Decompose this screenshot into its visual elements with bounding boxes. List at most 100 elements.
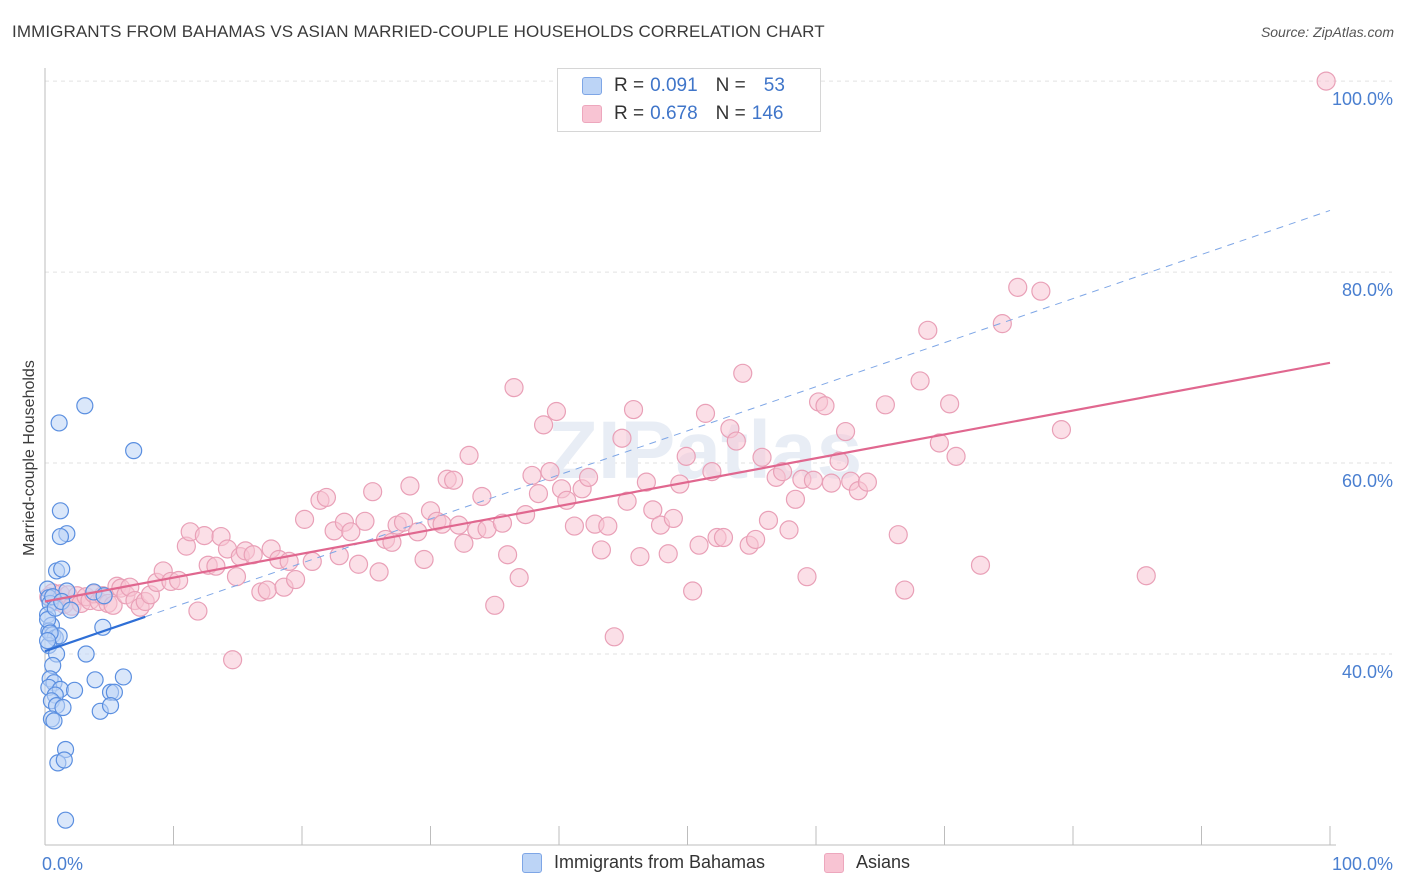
asians-point — [772, 462, 793, 482]
asians-point — [546, 401, 567, 422]
bahamas-point — [94, 618, 112, 636]
legend-n-value: 53 — [763, 75, 785, 96]
x-tick-label: 100.0% — [1332, 854, 1393, 874]
asians-points — [39, 71, 1336, 670]
series-swatch-blue — [522, 852, 542, 873]
asians-point — [294, 509, 315, 529]
bahamas-point — [77, 645, 95, 663]
bahamas-points — [38, 397, 143, 829]
asians-point — [910, 371, 930, 391]
asians-point — [746, 529, 766, 550]
legend-swatch-blue — [582, 77, 602, 95]
stats-legend: R = 0.091 N = 53 R = 0.678 N = 146 — [557, 68, 821, 132]
asians-point — [1316, 71, 1336, 91]
y-tick-label: 40.0% — [1342, 662, 1393, 682]
series-legend-asians[interactable]: Asians — [824, 852, 910, 873]
bahamas-point — [54, 698, 72, 717]
asians-point — [1136, 566, 1156, 586]
asians-point — [630, 547, 650, 567]
asians-point — [432, 514, 452, 534]
asians-point — [515, 505, 536, 525]
asians-point — [400, 476, 420, 496]
asians-point — [564, 516, 585, 536]
asians-point — [591, 540, 612, 560]
asians-point — [857, 472, 878, 492]
bahamas-trend-line — [44, 615, 146, 653]
axes — [44, 68, 1336, 846]
asians-point — [940, 394, 960, 414]
x-tick-label: 0.0% — [42, 854, 83, 874]
asians-point — [623, 399, 644, 420]
bahamas-point — [62, 601, 80, 619]
y-axis-label: Married-couple Households — [21, 360, 38, 556]
bahamas-trend-extension — [145, 209, 1331, 618]
asians-point — [414, 549, 434, 570]
legend-n-value: 146 — [751, 103, 784, 124]
bahamas-point — [65, 681, 84, 699]
y-tick-label: 60.0% — [1342, 471, 1393, 491]
chart-title: IMMIGRANTS FROM BAHAMAS VS ASIAN MARRIED… — [12, 22, 825, 41]
bahamas-point — [45, 712, 63, 730]
legend-r-label: R = — [614, 75, 645, 96]
asians-point — [676, 446, 696, 466]
bahamas-point — [56, 811, 75, 829]
asians-point — [257, 580, 277, 600]
asians-point — [363, 482, 383, 502]
legend-n-label: N = — [715, 75, 746, 96]
legend-row-asians: R = 0.678 N = 146 — [582, 101, 783, 127]
legend-row-bahamas: R = 0.091 N = 53 — [582, 73, 785, 99]
asians-point — [226, 567, 247, 587]
asians-point — [459, 445, 479, 466]
y-tick-label: 100.0% — [1332, 89, 1393, 109]
asians-point — [829, 451, 849, 471]
bahamas-point — [51, 527, 70, 546]
asians-point — [733, 363, 753, 383]
asians-point — [1008, 277, 1028, 297]
bahamas-point — [50, 414, 68, 432]
asians-point — [617, 491, 637, 511]
asians-point — [895, 580, 915, 600]
series-legend-label: Asians — [856, 852, 911, 872]
asians-point — [206, 556, 226, 576]
bahamas-point — [38, 632, 57, 650]
asians-point — [946, 446, 966, 466]
legend-swatch-pink — [582, 105, 602, 123]
y-tick-labels: 40.0% 60.0% 80.0% 100.0% — [1332, 89, 1393, 682]
series-legend: Immigrants from Bahamas Asians — [0, 852, 1406, 876]
asians-point — [355, 511, 375, 531]
series-legend-bahamas[interactable]: Immigrants from Bahamas — [522, 852, 765, 873]
y-tick-label: 80.0% — [1342, 280, 1393, 300]
asians-point — [1051, 420, 1072, 440]
asians-point — [444, 470, 464, 490]
asians-point — [918, 320, 938, 340]
asians-point — [758, 510, 779, 530]
asians-point — [888, 525, 908, 545]
asians-point — [528, 484, 549, 504]
asians-point — [803, 470, 824, 490]
series-legend-label: Immigrants from Bahamas — [554, 852, 766, 872]
asians-point — [472, 486, 492, 507]
bahamas-point — [125, 442, 143, 460]
asians-point — [875, 395, 895, 415]
legend-r-label: R = — [614, 103, 645, 124]
asians-point — [341, 522, 361, 542]
bahamas-point — [114, 668, 132, 686]
asians-point — [316, 487, 337, 508]
chart-source: Source: ZipAtlas.com — [1260, 24, 1394, 40]
asians-point — [454, 533, 474, 553]
asians-point — [223, 650, 243, 670]
asians-point — [188, 601, 208, 621]
asians-point — [504, 378, 524, 398]
series-swatch-pink — [824, 852, 844, 873]
asians-point — [604, 627, 624, 647]
asians-point — [369, 562, 389, 582]
asians-point — [509, 568, 529, 588]
bahamas-point — [76, 397, 94, 415]
asians-point — [194, 526, 214, 546]
asians-point — [533, 415, 554, 435]
asians-trend-line — [44, 361, 1331, 603]
y-axis-label-wrap: Married-couple Households — [18, 360, 38, 556]
asians-point — [169, 570, 189, 591]
asians-point — [683, 581, 703, 601]
